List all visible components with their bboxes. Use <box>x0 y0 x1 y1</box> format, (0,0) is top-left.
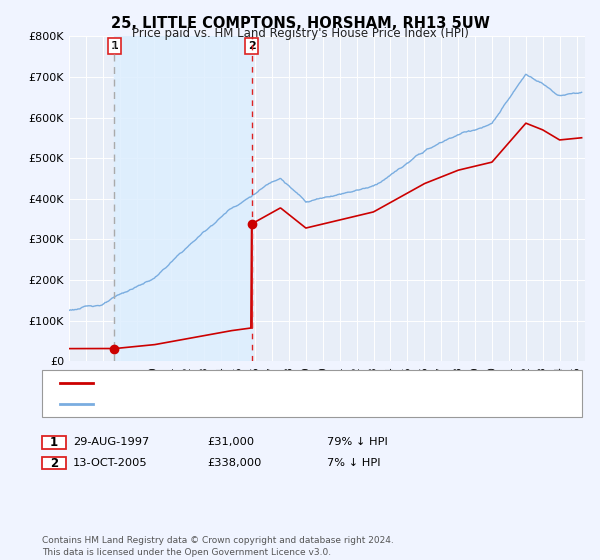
Text: 25, LITTLE COMPTONS, HORSHAM, RH13 5UW (detached house): 25, LITTLE COMPTONS, HORSHAM, RH13 5UW (… <box>99 378 450 388</box>
Text: £31,000: £31,000 <box>207 437 254 447</box>
Text: Contains HM Land Registry data © Crown copyright and database right 2024.
This d: Contains HM Land Registry data © Crown c… <box>42 536 394 557</box>
Text: Price paid vs. HM Land Registry's House Price Index (HPI): Price paid vs. HM Land Registry's House … <box>131 27 469 40</box>
Text: 13-OCT-2005: 13-OCT-2005 <box>73 458 148 468</box>
Text: 25, LITTLE COMPTONS, HORSHAM, RH13 5UW: 25, LITTLE COMPTONS, HORSHAM, RH13 5UW <box>110 16 490 31</box>
Text: 2: 2 <box>248 41 256 51</box>
Text: 29-AUG-1997: 29-AUG-1997 <box>73 437 149 447</box>
Text: 2: 2 <box>50 456 58 470</box>
Text: 1: 1 <box>50 436 58 449</box>
Text: 7% ↓ HPI: 7% ↓ HPI <box>327 458 380 468</box>
Bar <box>114 36 251 361</box>
Text: 1: 1 <box>110 41 118 51</box>
Text: HPI: Average price, detached house, Horsham: HPI: Average price, detached house, Hors… <box>99 399 351 409</box>
Text: £338,000: £338,000 <box>207 458 262 468</box>
Text: 79% ↓ HPI: 79% ↓ HPI <box>327 437 388 447</box>
